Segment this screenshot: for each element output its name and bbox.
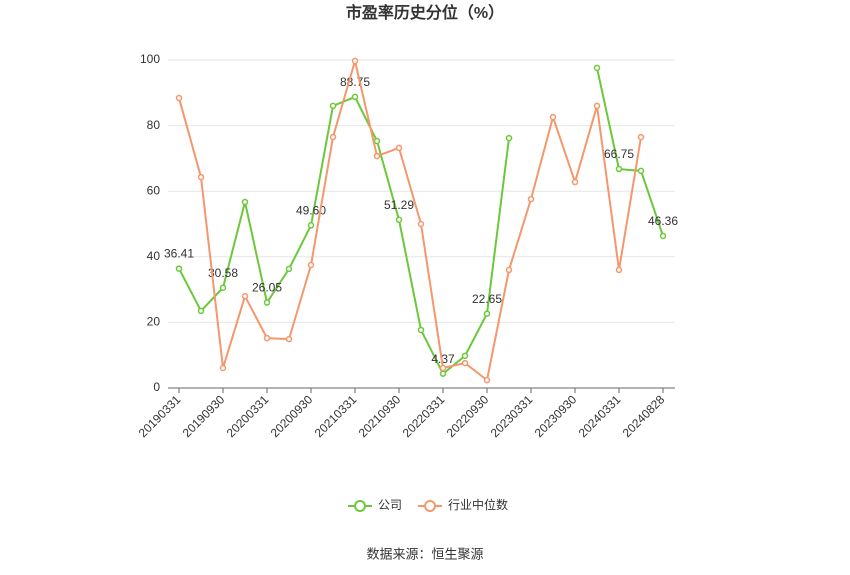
y-tick-label: 100 <box>140 52 160 66</box>
point <box>593 64 601 72</box>
point <box>637 167 645 175</box>
legend-marker <box>424 500 437 512</box>
point <box>483 310 491 317</box>
point <box>461 359 469 367</box>
x-tick-label: 20200930 <box>268 392 316 440</box>
point <box>263 334 271 342</box>
data-label: 30.58 <box>208 266 238 280</box>
point <box>197 307 205 315</box>
point <box>505 266 513 274</box>
point <box>417 326 425 334</box>
point <box>197 173 205 181</box>
point <box>175 94 183 102</box>
y-tick-label: 60 <box>147 183 161 197</box>
point <box>351 93 359 101</box>
point <box>417 220 425 228</box>
point <box>307 261 315 269</box>
data-label: 4.37 <box>431 352 455 366</box>
point <box>329 102 337 110</box>
chart-title: 市盈率历史分位（%） <box>346 3 504 22</box>
point <box>615 266 623 274</box>
legend-marker <box>354 500 366 512</box>
x-tick-label: 20190331 <box>136 392 184 440</box>
point <box>241 198 249 206</box>
point <box>571 178 579 186</box>
point <box>285 335 293 343</box>
point <box>285 265 293 273</box>
x-tick-label: 20190930 <box>180 392 228 440</box>
y-tick-label: 0 <box>153 380 160 394</box>
point <box>439 370 447 377</box>
x-tick-label: 20200331 <box>224 392 272 440</box>
point <box>395 216 403 224</box>
point <box>263 299 271 306</box>
data-label: 22.65 <box>472 292 502 306</box>
point <box>483 376 491 384</box>
data-label: 66.75 <box>604 147 634 161</box>
x-tick-label: 20210930 <box>356 392 404 440</box>
point <box>527 195 535 203</box>
point <box>175 265 183 272</box>
point <box>593 102 601 110</box>
point <box>241 292 249 300</box>
x-tick-label: 20210331 <box>312 392 360 440</box>
x-tick-label: 20230331 <box>488 392 536 440</box>
point <box>615 165 623 173</box>
point <box>505 134 513 142</box>
point <box>637 133 645 141</box>
data-label: 26.05 <box>252 281 282 295</box>
x-tick-label: 20220331 <box>400 392 448 440</box>
point <box>659 232 667 240</box>
y-tick-label: 80 <box>147 118 161 132</box>
point <box>219 364 227 372</box>
point <box>373 137 381 145</box>
series-line <box>178 57 642 382</box>
source: 数据来源：恒生聚源 <box>366 546 483 561</box>
data-label: 46.36 <box>648 214 678 228</box>
data-label: 88.75 <box>340 75 370 89</box>
point <box>461 352 469 360</box>
legend-label: 公司 <box>378 498 402 512</box>
point <box>395 144 403 152</box>
data-label: 49.60 <box>296 203 326 217</box>
x-tick-label: 20240828 <box>620 392 668 440</box>
legend-label: 行业中位数 <box>448 497 508 512</box>
data-label: 51.29 <box>384 198 414 212</box>
y-tick-label: 20 <box>147 315 161 329</box>
point <box>307 222 315 229</box>
point <box>329 133 337 141</box>
x-tick-label: 20230930 <box>532 392 580 440</box>
point <box>549 113 557 121</box>
point <box>373 152 381 160</box>
data-label: 36.41 <box>164 247 194 261</box>
x-tick-label: 20220930 <box>444 392 492 440</box>
point <box>351 57 359 65</box>
point <box>219 284 227 291</box>
x-tick-label: 20240331 <box>576 392 624 440</box>
point <box>439 364 447 372</box>
y-tick-label: 40 <box>147 249 161 263</box>
